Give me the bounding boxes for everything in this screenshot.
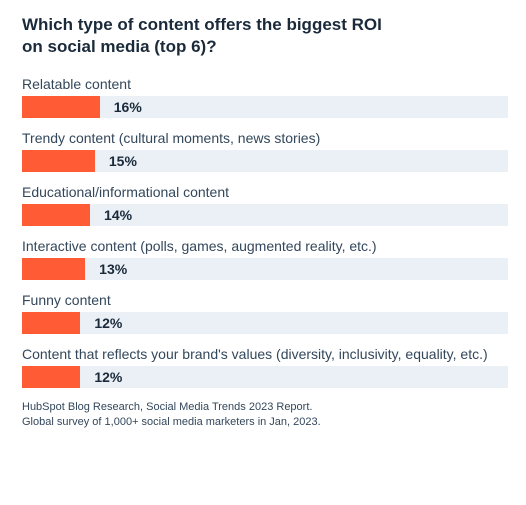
bar-label: Content that reflects your brand's value… xyxy=(22,346,508,362)
bar-chart: Relatable content 16% Trendy content (cult… xyxy=(22,76,508,388)
bar-value: 16% xyxy=(114,99,142,115)
bar-label: Interactive content (polls, games, augme… xyxy=(22,238,508,254)
chart-title-line1: Which type of content offers the biggest… xyxy=(22,14,508,36)
bar-fill xyxy=(22,150,95,172)
bar-label: Relatable content xyxy=(22,76,508,92)
footnote-line1: HubSpot Blog Research, Social Media Tren… xyxy=(22,400,508,415)
bar-label: Educational/informational content xyxy=(22,184,508,200)
bar-row: Interactive content (polls, games, augme… xyxy=(22,238,508,280)
bar-track: 12% xyxy=(22,366,508,388)
bar-track: 16% xyxy=(22,96,508,118)
bar-value: 14% xyxy=(104,207,132,223)
bar-fill xyxy=(22,312,80,334)
bar-label: Funny content xyxy=(22,292,508,308)
bar-fill xyxy=(22,96,100,118)
bar-row: Content that reflects your brand's value… xyxy=(22,346,508,388)
bar-fill xyxy=(22,204,90,226)
bar-fill xyxy=(22,258,85,280)
bar-row: Relatable content 16% xyxy=(22,76,508,118)
bar-fill xyxy=(22,366,80,388)
bar-track: 12% xyxy=(22,312,508,334)
chart-footnote: HubSpot Blog Research, Social Media Tren… xyxy=(22,400,508,430)
chart-title-line2: on social media (top 6)? xyxy=(22,36,508,58)
bar-track: 14% xyxy=(22,204,508,226)
footnote-line2: Global survey of 1,000+ social media mar… xyxy=(22,415,508,430)
chart-title: Which type of content offers the biggest… xyxy=(22,14,508,58)
bar-value: 15% xyxy=(109,153,137,169)
bar-row: Educational/informational content 14% xyxy=(22,184,508,226)
bar-row: Trendy content (cultural moments, news s… xyxy=(22,130,508,172)
bar-label: Trendy content (cultural moments, news s… xyxy=(22,130,508,146)
bar-row: Funny content 12% xyxy=(22,292,508,334)
bar-value: 12% xyxy=(94,369,122,385)
bar-value: 13% xyxy=(99,261,127,277)
bar-track: 15% xyxy=(22,150,508,172)
bar-track: 13% xyxy=(22,258,508,280)
bar-value: 12% xyxy=(94,315,122,331)
